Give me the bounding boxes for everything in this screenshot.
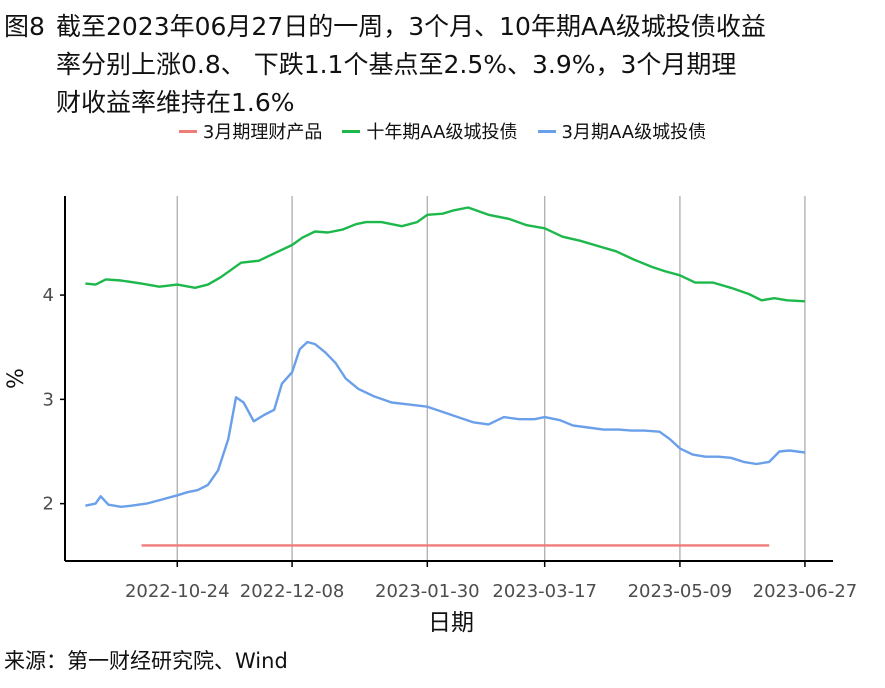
legend-item-wealth: 3月期理财产品 [178,118,323,144]
legend-item-three-month: 3月期AA级城投债 [537,118,707,144]
series-layer [85,206,806,547]
axis-layer: 2 3 4 2022-10-24 2022-12-08 2023-01-30 2023-03… [4,196,857,636]
figure-label: 图8 [4,12,45,41]
chart-legend: 3月期理财产品 十年期AA级城投债 3月期AA级城投债 [0,118,885,144]
source-note: 来源：第一财经研究院、Wind [4,649,288,673]
y-tick-label-2: 2 [43,494,54,515]
x-axis-title: 日期 [428,610,474,636]
grid-layer [176,196,806,561]
x-tick-label-2022-12-08: 2022-12-08 [240,581,345,602]
y-tick-label-3: 3 [43,389,54,410]
legend-label-wealth: 3月期理财产品 [202,122,323,143]
x-tick-label-2023-01-30: 2023-01-30 [375,581,480,602]
legend-key-wealth [178,129,197,133]
y-tick-label-4: 4 [43,285,54,306]
figure-title: 截至2023年06月27日的一周，3个月、10年期AA级城投债收益 率分别上涨0… [56,8,882,122]
x-tick-label-2023-03-17: 2023-03-17 [492,581,597,602]
x-tick-label-2023-06-27: 2023-06-27 [753,581,858,602]
series-line-three-month [85,340,806,508]
legend-item-ten-year: 十年期AA级城投债 [342,118,518,144]
x-tick-label-2022-10-24: 2022-10-24 [125,581,230,602]
y-axis-title: % [4,368,29,389]
figure-title-line-2: 率分别上涨0.8、 下跌1.1个基点至2.5%、3.9%，3个月期理 [56,50,737,79]
figure-title-line-1: 截至2023年06月27日的一周，3个月、10年期AA级城投债收益 [56,12,766,41]
x-tick-label-2023-05-09: 2023-05-09 [628,581,733,602]
series-line-ten-year [85,206,805,303]
legend-key-three-month [537,129,556,133]
figure-title-line-3: 财收益率维持在1.6% [56,88,295,117]
legend-label-three-month: 3月期AA级城投债 [561,122,707,143]
legend-key-ten-year [342,129,361,133]
legend-label-ten-year: 十年期AA级城投债 [366,122,518,143]
